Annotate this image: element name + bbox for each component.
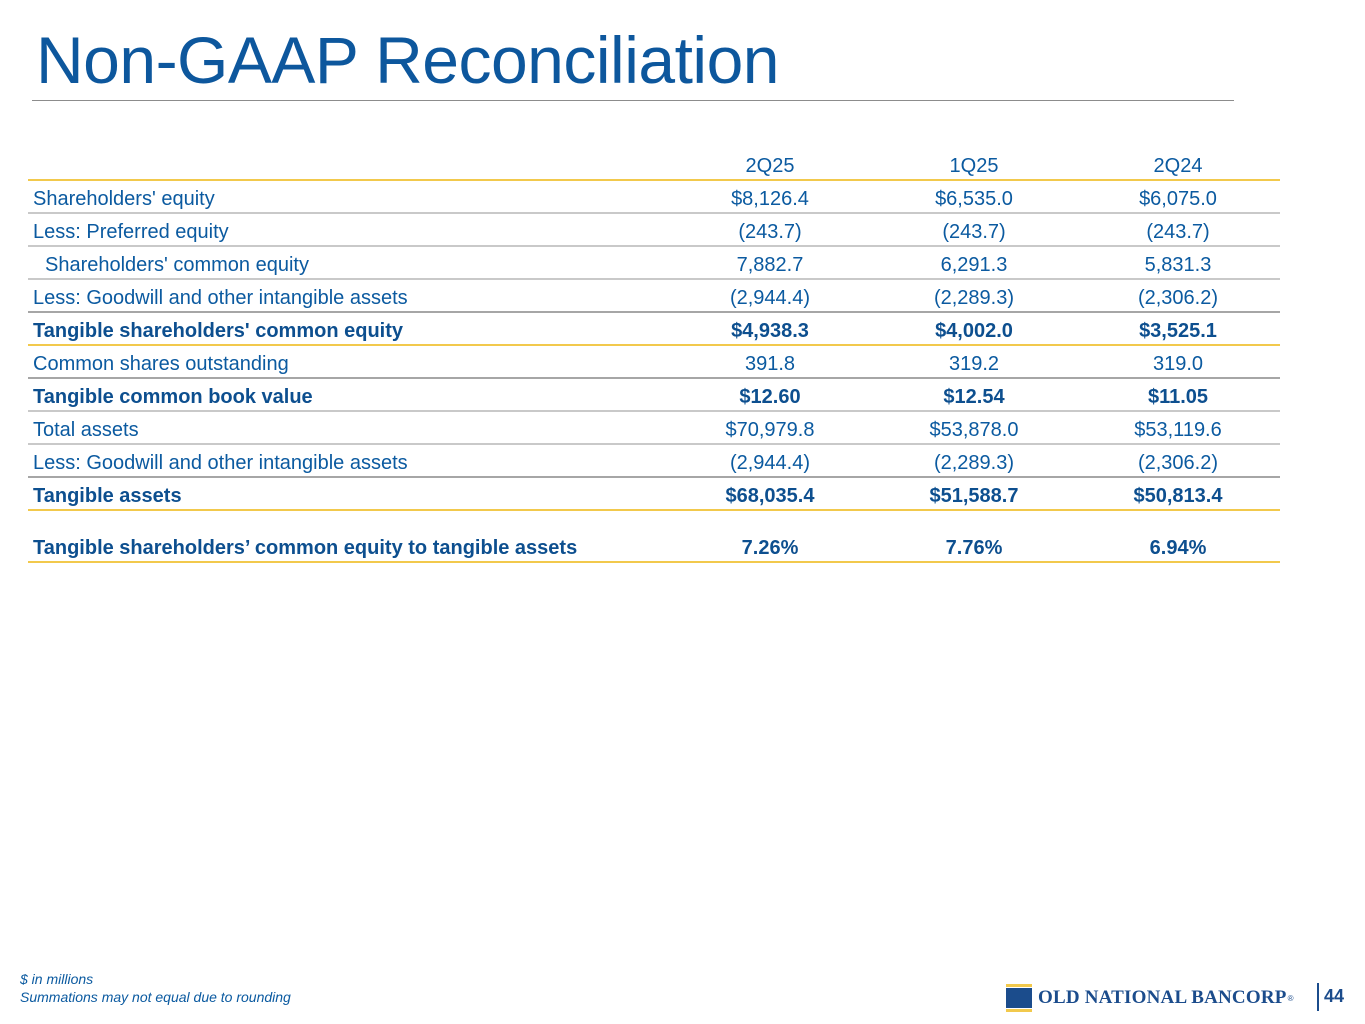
table-row-preferred-equity: Less: Preferred equity (243.7) (243.7) (… [28, 213, 1280, 247]
cell-2q25: $12.60 [668, 378, 872, 412]
cell-2q24: $50,813.4 [1076, 477, 1280, 511]
footnotes: $ in millions Summations may not equal d… [20, 970, 291, 1006]
table-row-tangible-book-value: Tangible common book value $12.60 $12.54… [28, 378, 1280, 412]
row-label: Less: Goodwill and other intangible asse… [28, 444, 668, 478]
table-header-row: 2Q25 1Q25 2Q24 [28, 149, 1280, 181]
table-row-goodwill: Less: Goodwill and other intangible asse… [28, 279, 1280, 313]
old-national-logo-mark-icon [1006, 984, 1032, 1012]
cell-1q25: $12.54 [872, 378, 1076, 412]
cell-2q25: 7,882.7 [668, 246, 872, 280]
cell-1q25: (243.7) [872, 213, 1076, 247]
cell-2q24: $6,075.0 [1076, 180, 1280, 214]
cell-1q25: (2,289.3) [872, 279, 1076, 313]
row-label: Less: Goodwill and other intangible asse… [28, 279, 668, 313]
cell-2q24: 319.0 [1076, 345, 1280, 379]
row-label: Tangible common book value [28, 378, 668, 412]
row-label: Tangible assets [28, 477, 668, 511]
cell-1q25: $53,878.0 [872, 411, 1076, 445]
row-label: Shareholders' equity [28, 180, 668, 214]
table-row-total-assets: Total assets $70,979.8 $53,878.0 $53,119… [28, 411, 1280, 445]
cell-2q25: (2,944.4) [668, 444, 872, 478]
table-row-tce-to-tangible-assets: Tangible shareholders’ common equity to … [28, 510, 1280, 563]
table-row-goodwill-assets: Less: Goodwill and other intangible asse… [28, 444, 1280, 478]
cell-2q25: (243.7) [668, 213, 872, 247]
title-divider [32, 100, 1234, 101]
footnote-units: $ in millions [20, 971, 94, 987]
cell-1q25: 319.2 [872, 345, 1076, 379]
cell-1q25: $4,002.0 [872, 312, 1076, 346]
logo-wordmark: OLD NATIONAL BANCORP [1038, 987, 1287, 1008]
page-number: 44 [1324, 986, 1345, 1006]
row-label: Tangible shareholders’ common equity to … [28, 510, 668, 563]
cell-2q24: (2,306.2) [1076, 279, 1280, 313]
cell-1q25: 6,291.3 [872, 246, 1076, 280]
cell-2q24: (2,306.2) [1076, 444, 1280, 478]
cell-2q25: (2,944.4) [668, 279, 872, 313]
column-header-label [28, 149, 668, 181]
cell-2q25: 391.8 [668, 345, 872, 379]
table-row-tangible-common-equity: Tangible shareholders' common equity $4,… [28, 312, 1280, 346]
cell-2q24: $53,119.6 [1076, 411, 1280, 445]
cell-2q24: 6.94% [1076, 510, 1280, 563]
row-label: Tangible shareholders' common equity [28, 312, 668, 346]
reconciliation-table: 2Q25 1Q25 2Q24 Shareholders' equity $8,1… [28, 149, 1280, 563]
table-row-shares-outstanding: Common shares outstanding 391.8 319.2 31… [28, 345, 1280, 379]
row-label: Less: Preferred equity [28, 213, 668, 247]
cell-2q24: $3,525.1 [1076, 312, 1280, 346]
cell-1q25: $6,535.0 [872, 180, 1076, 214]
cell-1q25: 7.76% [872, 510, 1076, 563]
row-label: Common shares outstanding [28, 345, 668, 379]
cell-2q25: $8,126.4 [668, 180, 872, 214]
cell-2q24: $11.05 [1076, 378, 1280, 412]
cell-1q25: $51,588.7 [872, 477, 1076, 511]
row-label: Shareholders' common equity [28, 246, 668, 280]
table-row-shareholders-equity: Shareholders' equity $8,126.4 $6,535.0 $… [28, 180, 1280, 214]
table-row-common-equity: Shareholders' common equity 7,882.7 6,29… [28, 246, 1280, 280]
company-logo: OLD NATIONAL BANCORP ® [1006, 983, 1293, 1013]
footnote-rounding: Summations may not equal due to rounding [20, 989, 291, 1005]
row-label: Total assets [28, 411, 668, 445]
cell-2q25: $70,979.8 [668, 411, 872, 445]
column-header-2q25: 2Q25 [668, 149, 872, 181]
table-row-tangible-assets: Tangible assets $68,035.4 $51,588.7 $50,… [28, 477, 1280, 511]
cell-2q25: $68,035.4 [668, 477, 872, 511]
cell-2q25: 7.26% [668, 510, 872, 563]
cell-2q24: 5,831.3 [1076, 246, 1280, 280]
registered-mark: ® [1287, 993, 1294, 1003]
page-number-divider [1317, 983, 1319, 1011]
cell-1q25: (2,289.3) [872, 444, 1076, 478]
cell-2q25: $4,938.3 [668, 312, 872, 346]
slide-title: Non-GAAP Reconciliation [36, 23, 780, 97]
column-header-1q25: 1Q25 [872, 149, 1076, 181]
column-header-2q24: 2Q24 [1076, 149, 1280, 181]
cell-2q24: (243.7) [1076, 213, 1280, 247]
